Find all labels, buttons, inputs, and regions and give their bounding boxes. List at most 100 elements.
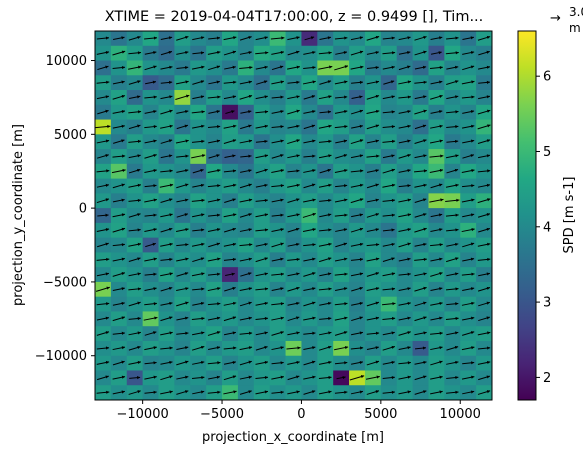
wind-arrow [302, 212, 316, 218]
wind-arrow [112, 390, 125, 395]
y-tick-label: −5000 [43, 275, 87, 290]
wind-arrow [461, 346, 475, 351]
wind-arrow [144, 228, 157, 232]
wind-arrow [302, 80, 316, 85]
wind-arrow [192, 301, 205, 306]
wind-arrow [335, 228, 348, 232]
wind-arrow [160, 242, 173, 247]
wind-arrow [477, 139, 491, 145]
wind-arrow [446, 375, 459, 380]
wind-arrow [176, 35, 189, 41]
wind-arrow [128, 272, 141, 277]
y-tick-label: −10000 [35, 349, 87, 364]
wind-arrow [112, 124, 125, 129]
wind-arrow [445, 316, 459, 321]
wind-arrow [303, 257, 316, 262]
wind-arrow [318, 360, 332, 365]
wind-arrow [334, 213, 348, 217]
wind-arrow [239, 65, 253, 70]
wind-arrow [382, 168, 396, 174]
wind-arrow [191, 139, 205, 143]
wind-arrow [414, 80, 427, 84]
wind-arrow [478, 272, 491, 277]
wind-arrow [382, 331, 395, 336]
wind-arrow [224, 286, 236, 292]
wind-arrow [303, 272, 316, 277]
wind-arrow [144, 361, 157, 365]
wind-arrow [366, 94, 380, 100]
wind-arrow [96, 198, 110, 204]
wind-arrow [144, 184, 157, 188]
wind-arrow [239, 301, 252, 307]
wind-arrow [128, 110, 142, 114]
wind-arrow [319, 301, 332, 306]
wind-arrow [303, 95, 316, 100]
wind-arrow [128, 168, 141, 174]
wind-arrow [287, 375, 300, 381]
wind-arrow [287, 272, 300, 277]
wind-arrow [429, 154, 444, 158]
wind-arrow [128, 301, 141, 307]
wind-arrow [461, 80, 475, 85]
wind-arrow [255, 390, 269, 395]
wind-arrow [477, 360, 491, 365]
wind-arrow [366, 331, 380, 335]
wind-arrow [191, 65, 205, 70]
wind-arrow [335, 184, 348, 188]
wind-arrow [414, 183, 427, 188]
wind-arrow [239, 80, 252, 85]
wind-arrow [128, 80, 141, 85]
wind-arrow [303, 124, 316, 130]
wind-arrow [192, 287, 205, 291]
wind-arrow [239, 243, 253, 247]
wind-arrow [477, 286, 491, 292]
wind-arrow [446, 168, 459, 174]
wind-arrow [446, 272, 459, 277]
wind-arrow [366, 287, 380, 292]
wind-arrow [223, 80, 237, 84]
wind-arrow [176, 198, 189, 203]
wind-arrow [160, 36, 173, 41]
wind-arrow [366, 35, 380, 41]
wind-arrow [414, 360, 427, 365]
wind-arrow [398, 346, 411, 351]
wind-arrow [223, 301, 237, 306]
wind-arrow [287, 154, 300, 159]
wind-arrow [95, 124, 111, 129]
wind-arrow [144, 139, 157, 144]
wind-arrow [382, 51, 396, 55]
wind-arrow [366, 50, 379, 55]
wind-arrow [398, 36, 411, 41]
wind-arrow [350, 139, 364, 145]
wind-arrow [478, 316, 490, 322]
wind-arrow [303, 375, 316, 380]
wind-arrow [97, 65, 109, 71]
wind-arrow [112, 109, 126, 114]
wind-arrow [398, 139, 411, 144]
wind-arrow [223, 95, 237, 100]
wind-arrow [462, 65, 475, 71]
wind-arrow [160, 272, 173, 277]
wind-arrow [351, 213, 363, 218]
wind-arrow [128, 257, 141, 263]
wind-arrow [382, 287, 396, 291]
wind-arrow [398, 361, 411, 365]
wind-arrow [398, 124, 411, 129]
wind-arrow [334, 302, 348, 306]
wind-arrow [303, 346, 316, 351]
colorbar-tick-label: 2 [543, 371, 551, 386]
wind-arrow [191, 110, 205, 114]
wind-arrow [462, 50, 475, 55]
wind-arrow [429, 65, 443, 70]
wind-arrow [191, 272, 205, 277]
wind-arrow [192, 124, 205, 129]
wind-arrow [176, 257, 189, 262]
wind-arrow [477, 257, 491, 262]
wind-arrow [255, 65, 268, 70]
wind-arrow [112, 287, 125, 291]
wind-arrow [303, 110, 316, 114]
wind-arrow [303, 50, 316, 55]
wind-arrow [128, 228, 141, 232]
wind-arrow [128, 242, 142, 247]
wind-arrow [462, 316, 475, 321]
